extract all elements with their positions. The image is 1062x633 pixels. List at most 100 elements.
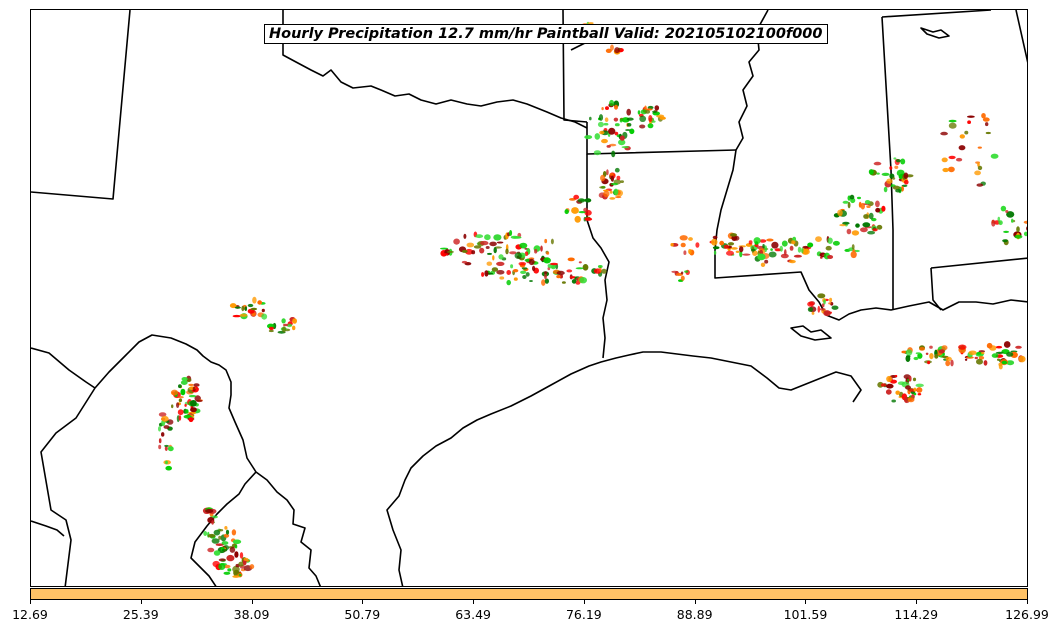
precip-blob (974, 356, 978, 360)
precip-blob (518, 261, 527, 266)
precip-blob (839, 224, 847, 227)
precip-blob (832, 240, 840, 246)
precip-blob (801, 247, 804, 254)
precip-blob (748, 240, 753, 245)
precip-blob (514, 252, 522, 259)
precip-blob (868, 212, 874, 220)
precip-blob (224, 526, 228, 530)
precip-blob (247, 303, 254, 308)
precip-blob (875, 200, 880, 208)
precip-blob (223, 533, 230, 538)
precip-blob (626, 108, 631, 116)
precip-blob (489, 241, 497, 247)
precip-blob (1026, 226, 1027, 231)
precip-blob (520, 270, 527, 274)
precip-blob (211, 520, 214, 525)
precip-blob (881, 205, 886, 212)
precip-blob (651, 120, 656, 123)
precip-blob (567, 257, 575, 262)
precip-blob (726, 250, 734, 256)
state-boundary (586, 154, 610, 359)
precip-blob (948, 119, 957, 123)
precip-blob (178, 396, 184, 399)
precip-blob (889, 166, 893, 170)
precip-blob (229, 546, 236, 553)
precip-blob (509, 230, 513, 236)
precip-blob (241, 305, 245, 312)
precip-blob (610, 182, 619, 186)
precip-blob (193, 383, 200, 387)
colorbar-tick-label: 101.59 (783, 607, 828, 622)
precip-blob (766, 238, 774, 242)
precip-blob (282, 326, 286, 333)
precip-blob (541, 279, 546, 286)
precip-blob (684, 270, 689, 273)
colorbar-tick-label: 63.49 (455, 607, 492, 622)
precip-blob (1003, 341, 1011, 348)
precip-blob (609, 143, 617, 147)
precip-blob (945, 356, 952, 362)
precip-blob (544, 273, 547, 280)
precip-blob (978, 350, 986, 353)
map-canvas (31, 10, 1027, 586)
precip-blob (614, 167, 620, 173)
precip-blob (817, 305, 821, 313)
precip-blob (1006, 360, 1015, 366)
precip-blob (188, 394, 197, 398)
colorbar-tick-label: 12.69 (12, 607, 48, 622)
precip-blob (842, 221, 850, 225)
precip-blob (929, 353, 934, 360)
precip-blob (163, 425, 170, 429)
precip-blob (509, 251, 517, 255)
precip-blob (770, 248, 773, 251)
precip-blob (827, 255, 834, 259)
precip-blob (529, 280, 533, 282)
state-boundary (31, 10, 131, 200)
precip-blob (466, 242, 475, 248)
precip-blob (983, 360, 988, 366)
precip-blob (997, 358, 1000, 361)
precip-blob (850, 251, 857, 259)
precip-blob (491, 267, 499, 272)
precip-blob (871, 217, 877, 222)
precip-blob (780, 253, 789, 259)
precip-blob (544, 278, 550, 284)
precip-blob (481, 272, 485, 277)
precip-blob (913, 387, 917, 392)
precip-blob (793, 254, 803, 258)
precip-blob (239, 552, 244, 559)
precip-blob (862, 222, 871, 228)
precip-blob (188, 383, 194, 387)
colorbar-tick-mark (1027, 600, 1028, 604)
precip-blob (980, 352, 985, 354)
precip-blob (178, 398, 183, 403)
precip-blob (760, 262, 766, 267)
precip-blob (875, 207, 881, 213)
precip-blob (234, 551, 239, 558)
precip-blob (593, 150, 602, 156)
precip-blob (601, 138, 608, 144)
precip-blob (1016, 226, 1020, 233)
precip-blob (626, 117, 634, 121)
precip-blob (680, 242, 686, 248)
precip-blob (546, 251, 550, 255)
colorbar-tick-mark (251, 600, 253, 604)
precip-blob (540, 245, 543, 252)
precip-blob (998, 362, 1003, 367)
precip-blob (876, 172, 880, 175)
precip-blob (181, 377, 188, 381)
precip-blob (637, 110, 641, 115)
precip-blob (229, 303, 237, 309)
precip-blob (659, 116, 666, 120)
precip-blob (995, 345, 1003, 349)
precip-blob (964, 358, 968, 361)
precip-blob (158, 444, 162, 450)
precip-blob (207, 547, 215, 553)
precip-blob (471, 250, 476, 255)
precip-blob (223, 571, 231, 575)
colorbar-tick-mark (583, 600, 585, 604)
precip-blob (571, 207, 579, 214)
precip-blob (440, 247, 449, 250)
precip-blob (609, 173, 614, 176)
precip-blob (1010, 350, 1018, 353)
